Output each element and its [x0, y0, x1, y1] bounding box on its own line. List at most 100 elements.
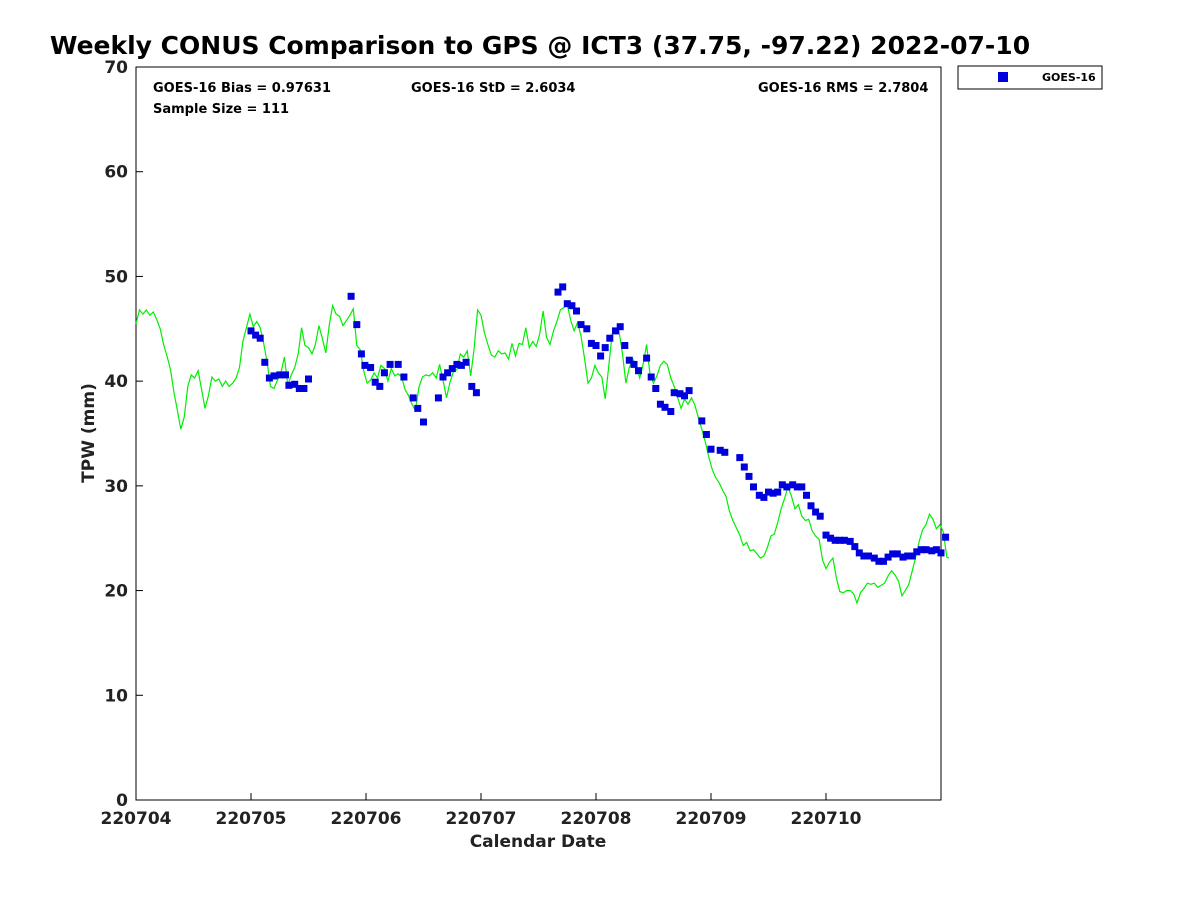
- goes-16-point: [285, 381, 293, 389]
- goes-16-point: [716, 446, 724, 454]
- goes-16-point: [831, 536, 839, 544]
- goes-16-point: [807, 502, 815, 510]
- goes-16-point: [347, 292, 355, 300]
- goes-16-point: [630, 360, 638, 368]
- goes-16-point: [661, 403, 669, 411]
- goes-16-point: [865, 552, 872, 560]
- goes-16-point: [468, 382, 476, 390]
- goes-16-point: [592, 342, 600, 349]
- goes-16-point: [822, 531, 830, 539]
- goes-16-point: [774, 488, 782, 496]
- goes-16-point: [261, 358, 269, 366]
- goes-16-point: [295, 385, 303, 392]
- goes-16-point: [448, 365, 456, 373]
- goes-16-point: [612, 327, 619, 335]
- bias-stat: GOES-16 Bias = 0.97631: [153, 81, 331, 96]
- gps-line-series: [135, 303, 950, 605]
- y-tick-label: 20: [104, 582, 128, 602]
- goes-16-point: [855, 549, 863, 557]
- goes-16-point: [656, 400, 664, 408]
- goes-16-point: [803, 491, 810, 499]
- legend: GOES-16: [957, 65, 1103, 90]
- y-tick-label: 30: [104, 477, 128, 497]
- goes-16-point: [414, 404, 422, 412]
- goes-16-point: [904, 552, 912, 560]
- goes-16-point: [647, 373, 655, 381]
- goes-16-point: [300, 385, 308, 392]
- x-tick-label: 220705: [216, 809, 287, 829]
- x-tick-label: 220704: [101, 809, 172, 829]
- goes-16-point: [932, 546, 940, 554]
- y-tick-label: 10: [104, 686, 128, 706]
- goes-16-point: [798, 483, 806, 491]
- x-tick-label: 220709: [676, 809, 747, 829]
- goes-16-point: [282, 371, 289, 379]
- goes-16-point: [247, 327, 255, 335]
- goes-16-point: [361, 361, 369, 369]
- goes-16-point: [554, 288, 562, 296]
- goes-16-point: [922, 546, 930, 554]
- goes-16-point: [559, 283, 567, 291]
- goes-16-point: [409, 394, 417, 402]
- goes-16-point: [256, 334, 264, 342]
- goes-16-point: [937, 549, 945, 557]
- goes-16-point: [380, 369, 388, 377]
- x-axis-label: Calendar Date: [470, 832, 607, 852]
- goes-16-point: [908, 552, 916, 560]
- goes-16-point: [667, 408, 675, 415]
- x-axis: 220704 220705 220706 220707 220708 220709 2207…: [101, 793, 862, 829]
- goes-16-point: [587, 339, 595, 347]
- goes-16-point: [778, 481, 786, 489]
- goes-16-point: [893, 550, 901, 558]
- goes-16-point: [816, 512, 824, 520]
- goes-16-point: [793, 483, 801, 491]
- std-stat: GOES-16 StD = 2.6034: [411, 81, 575, 96]
- goes-16-point: [812, 508, 820, 516]
- x-tick-label: 220706: [331, 809, 402, 829]
- goes-16-point: [472, 389, 480, 397]
- gps-line: [135, 303, 950, 605]
- goes-16-point: [736, 454, 744, 462]
- goes-16-point: [942, 533, 950, 541]
- goes-16-point: [875, 557, 883, 565]
- goes-16-point: [928, 547, 936, 555]
- goes-16-point: [568, 302, 576, 310]
- goes-16-point: [913, 548, 921, 556]
- goes-16-series: [247, 283, 950, 565]
- goes-16-point: [698, 417, 706, 425]
- chart-title: Weekly CONUS Comparison to GPS @ ICT3 (3…: [50, 31, 1030, 60]
- goes-16-point: [652, 385, 660, 392]
- goes-16-point: [353, 321, 361, 329]
- goes-16-point: [750, 483, 757, 491]
- sample-size-stat: Sample Size = 111: [153, 102, 289, 117]
- x-tick-label: 220707: [446, 809, 517, 829]
- goes-16-point: [721, 448, 729, 456]
- goes-16-point: [357, 350, 365, 358]
- goes-16-point: [265, 374, 273, 382]
- legend-label: GOES-16: [1042, 71, 1096, 84]
- goes-16-point: [884, 553, 892, 561]
- goes-16-point: [899, 553, 907, 561]
- legend-box: [957, 65, 1103, 90]
- goes-16-point: [783, 483, 791, 491]
- goes-16-point: [769, 489, 777, 497]
- goes-16-point: [371, 378, 379, 386]
- goes-16-point: [583, 325, 591, 333]
- goes-16-point: [851, 543, 859, 551]
- y-tick-label: 70: [104, 58, 128, 78]
- goes-16-point: [376, 382, 384, 390]
- rms-stat: GOES-16 RMS = 2.7804: [758, 81, 928, 96]
- goes-16-point: [880, 557, 887, 565]
- goes-16-point: [840, 536, 848, 544]
- y-axis: 0 10 20 30 40 50 60 70: [104, 58, 143, 811]
- goes-16-point: [635, 367, 642, 375]
- goes-16-point: [755, 491, 763, 499]
- goes-16-point: [745, 472, 753, 480]
- goes-16-point: [860, 552, 868, 560]
- goes-16-point: [563, 300, 571, 308]
- goes-16-point: [291, 380, 299, 388]
- goes-16-point: [707, 445, 715, 453]
- goes-16-point: [439, 373, 447, 381]
- legend-marker-square: [998, 72, 1008, 82]
- goes-16-point: [740, 463, 748, 471]
